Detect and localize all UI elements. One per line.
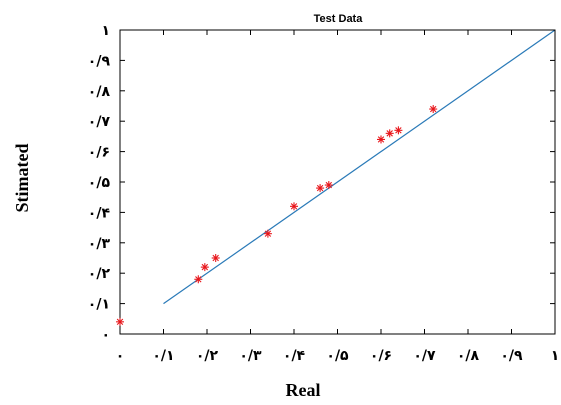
y-tick-label: ٠/١ <box>88 297 110 313</box>
data-point <box>429 105 438 114</box>
x-tick-label: ٠/٣ <box>239 348 262 364</box>
x-tick-label: ٠/١ <box>152 348 174 364</box>
data-point <box>211 254 220 262</box>
data-point <box>200 263 209 272</box>
x-tick-label: ٠/٧ <box>413 348 436 364</box>
data-point <box>194 275 203 284</box>
y-axis: ٠ ٠/١ ٠/٢ ٠/٣ ٠/۴ ٠/۵ ٠/۶ ٠/٧ ٠/٨ ٠/٩ ١ <box>88 23 555 343</box>
y-tick-label: ٠/٣ <box>88 236 111 252</box>
x-tick-label: ٠/٩ <box>500 348 523 364</box>
data-point <box>324 181 333 190</box>
y-tick-label: ٠/٢ <box>88 266 111 282</box>
chart-title: Test Data <box>314 13 364 25</box>
y-tick-label: ٠/۵ <box>88 175 111 191</box>
y-tick-label: ١ <box>101 23 110 39</box>
y-axis-title: Stimated <box>12 144 32 213</box>
y-tick-label: ٠/۶ <box>88 145 110 161</box>
data-point <box>116 317 124 326</box>
data-point <box>377 135 385 144</box>
data-point <box>385 129 394 138</box>
x-axis: ٠ ٠/١ ٠/٢ ٠/٣ ٠/۴ ٠/۵ ٠/۶ ٠/٧ ٠/٨ ٠/٩ ١ <box>116 30 560 364</box>
x-tick-label: ١ <box>551 348 560 364</box>
data-point <box>263 229 272 238</box>
x-tick-label: ٠/۶ <box>370 348 392 364</box>
x-tick-label: ٠/۵ <box>326 348 349 364</box>
data-point <box>290 202 298 211</box>
data-point <box>394 126 403 135</box>
x-tick-label: ٠/۴ <box>283 348 306 364</box>
y-tick-label: ٠/٩ <box>88 53 111 69</box>
x-axis-title: Real <box>286 380 321 400</box>
y-tick-label: ٠/۴ <box>88 205 111 221</box>
y-tick-label: ٠/٧ <box>88 114 111 130</box>
x-tick-label: ٠/٨ <box>457 348 480 364</box>
x-tick-label: ٠/٢ <box>196 348 219 364</box>
x-tick-label: ٠ <box>116 348 125 364</box>
y-tick-label: ٠/٨ <box>88 84 111 100</box>
fit-line <box>163 29 556 305</box>
y-tick-label: ٠ <box>101 327 110 343</box>
scatter-series <box>116 105 438 326</box>
fit-line-series <box>163 29 556 305</box>
data-point <box>316 184 325 193</box>
